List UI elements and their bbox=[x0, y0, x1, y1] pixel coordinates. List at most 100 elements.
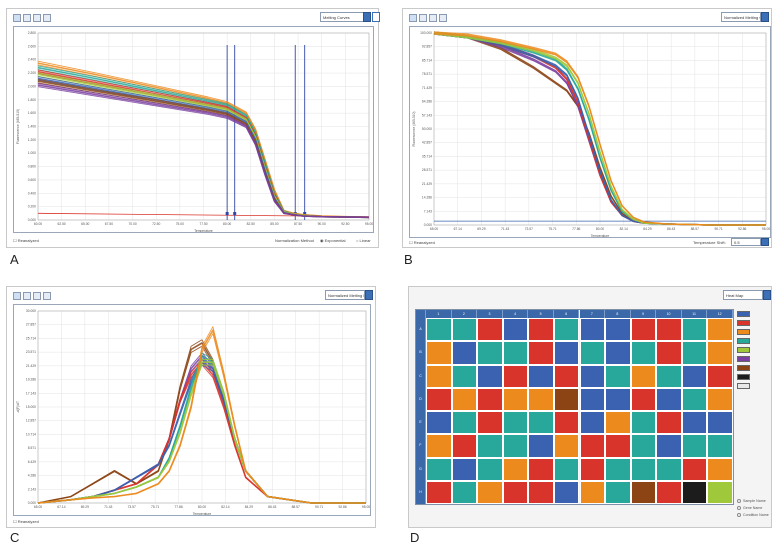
row-header[interactable]: A bbox=[416, 318, 426, 342]
column-header[interactable]: 9 bbox=[630, 310, 657, 318]
column-header[interactable]: 5 bbox=[528, 310, 554, 318]
column-header[interactable]: 11 bbox=[681, 310, 708, 318]
plate-well[interactable] bbox=[579, 318, 606, 342]
plate-well[interactable] bbox=[502, 318, 529, 342]
plate-well[interactable] bbox=[605, 341, 631, 365]
gene-name-option[interactable]: Gene Name bbox=[737, 506, 762, 510]
temperature-shift-input[interactable]: 0.5 bbox=[731, 238, 761, 246]
plate-well[interactable] bbox=[579, 411, 606, 435]
plate-well[interactable] bbox=[451, 457, 478, 481]
chart-type-select[interactable]: Normalized Melting Curves bbox=[721, 12, 761, 22]
dropdown-arrow-icon[interactable] bbox=[761, 12, 769, 22]
plate-well[interactable] bbox=[451, 364, 478, 388]
plate-well[interactable] bbox=[656, 341, 682, 365]
plate-well[interactable] bbox=[656, 318, 682, 342]
plate-well[interactable] bbox=[579, 364, 606, 388]
plate-well[interactable] bbox=[451, 411, 478, 435]
normalization-method-radio[interactable]: Normalization Method bbox=[275, 238, 314, 243]
column-header[interactable]: 8 bbox=[605, 310, 631, 318]
column-header[interactable]: 12 bbox=[707, 310, 733, 318]
condition-name-option[interactable]: Condition Name bbox=[737, 513, 769, 517]
plate-well[interactable] bbox=[681, 434, 708, 458]
plate-well[interactable] bbox=[707, 434, 733, 458]
row-header[interactable]: C bbox=[416, 364, 426, 388]
plate-well[interactable] bbox=[528, 341, 554, 365]
plate-well[interactable] bbox=[605, 364, 631, 388]
zoom-tool-icon[interactable] bbox=[13, 292, 21, 300]
plate-well[interactable] bbox=[605, 434, 631, 458]
plate-well[interactable] bbox=[656, 457, 682, 481]
plate-well[interactable] bbox=[553, 387, 580, 411]
plate-well[interactable] bbox=[553, 318, 580, 342]
column-header[interactable]: 10 bbox=[656, 310, 682, 318]
plate-well[interactable] bbox=[707, 364, 733, 388]
plate-well[interactable] bbox=[681, 411, 708, 435]
plate-well[interactable] bbox=[451, 318, 478, 342]
plate-well[interactable] bbox=[605, 480, 631, 504]
plate-well[interactable] bbox=[553, 411, 580, 435]
plate-well[interactable] bbox=[426, 341, 452, 365]
plate-well[interactable] bbox=[707, 318, 733, 342]
plate-well[interactable] bbox=[426, 318, 452, 342]
plate-well[interactable] bbox=[477, 387, 503, 411]
exponential-radio[interactable]: ◉ Exponential bbox=[320, 238, 346, 243]
plate-well[interactable] bbox=[630, 318, 657, 342]
plate-well[interactable] bbox=[451, 434, 478, 458]
row-header[interactable]: F bbox=[416, 434, 426, 458]
plate-well[interactable] bbox=[451, 387, 478, 411]
plate-well[interactable] bbox=[681, 318, 708, 342]
plate-well[interactable] bbox=[553, 480, 580, 504]
plate-well[interactable] bbox=[528, 434, 554, 458]
reset-tool-icon[interactable] bbox=[43, 292, 51, 300]
expand-icon[interactable] bbox=[372, 12, 380, 22]
plate-well[interactable] bbox=[681, 364, 708, 388]
plate-well[interactable] bbox=[426, 387, 452, 411]
plate-well[interactable] bbox=[656, 364, 682, 388]
edit-tool-icon[interactable] bbox=[33, 292, 41, 300]
plate-well[interactable] bbox=[656, 387, 682, 411]
chart-type-select[interactable]: Melting Curves bbox=[320, 12, 364, 22]
plate-well[interactable] bbox=[630, 341, 657, 365]
plate-well[interactable] bbox=[426, 480, 452, 504]
reset-tool-icon[interactable] bbox=[43, 14, 51, 22]
plate-well[interactable] bbox=[681, 387, 708, 411]
plate-well[interactable] bbox=[579, 387, 606, 411]
chart-type-select[interactable]: Normalized Melting Peaks bbox=[325, 290, 365, 300]
plate-well[interactable] bbox=[502, 411, 529, 435]
plate-well[interactable] bbox=[528, 364, 554, 388]
plate-well[interactable] bbox=[528, 480, 554, 504]
plate-well[interactable] bbox=[630, 457, 657, 481]
plate-well[interactable] bbox=[426, 457, 452, 481]
plate-well[interactable] bbox=[579, 480, 606, 504]
plate-well[interactable] bbox=[630, 387, 657, 411]
plate-well[interactable] bbox=[502, 341, 529, 365]
sample-name-option[interactable]: Sample Name bbox=[737, 499, 766, 503]
plate-well[interactable] bbox=[502, 364, 529, 388]
pan-tool-icon[interactable] bbox=[419, 14, 427, 22]
plate-well[interactable] bbox=[477, 480, 503, 504]
plate-well[interactable] bbox=[707, 341, 733, 365]
plate-well[interactable] bbox=[451, 341, 478, 365]
plate-well[interactable] bbox=[502, 434, 529, 458]
row-header[interactable]: G bbox=[416, 457, 426, 481]
linear-radio[interactable]: ○ Linear bbox=[356, 238, 371, 243]
plate-well[interactable] bbox=[630, 411, 657, 435]
plate-well[interactable] bbox=[630, 434, 657, 458]
row-header[interactable]: H bbox=[416, 480, 426, 504]
plate-well[interactable] bbox=[630, 480, 657, 504]
plate-well[interactable] bbox=[477, 364, 503, 388]
plate-well[interactable] bbox=[528, 457, 554, 481]
column-header[interactable]: 6 bbox=[553, 310, 580, 318]
pan-tool-icon[interactable] bbox=[23, 292, 31, 300]
plate-well[interactable] bbox=[681, 341, 708, 365]
zoom-tool-icon[interactable] bbox=[13, 14, 21, 22]
plate-well[interactable] bbox=[630, 364, 657, 388]
row-header[interactable]: D bbox=[416, 387, 426, 411]
plate-well[interactable] bbox=[477, 434, 503, 458]
plate-well[interactable] bbox=[553, 457, 580, 481]
plate-well[interactable] bbox=[656, 411, 682, 435]
plate-well[interactable] bbox=[605, 411, 631, 435]
plate-well[interactable] bbox=[579, 457, 606, 481]
plate-well[interactable] bbox=[426, 364, 452, 388]
plate-well[interactable] bbox=[707, 387, 733, 411]
